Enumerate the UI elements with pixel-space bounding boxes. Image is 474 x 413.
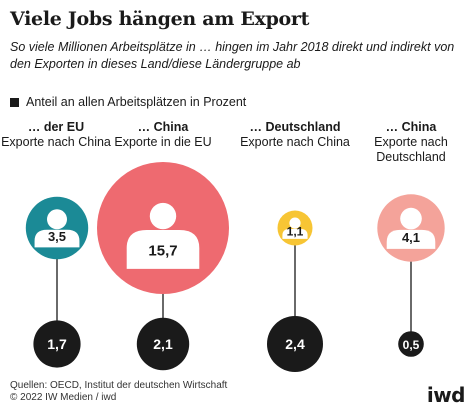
column-region-3: … Deutschland bbox=[249, 120, 341, 134]
share-label: 1,1 bbox=[287, 224, 304, 238]
jobs-label: 0,5 bbox=[403, 338, 420, 352]
column-desc-2: Exporte in die EU bbox=[114, 135, 212, 149]
person-body-icon bbox=[34, 229, 80, 248]
legend-swatch bbox=[10, 97, 19, 107]
jobs-bubble bbox=[398, 331, 424, 357]
jobs-bubble bbox=[267, 316, 323, 372]
person-body-icon bbox=[282, 228, 308, 239]
person-body-icon bbox=[386, 229, 436, 249]
chart-title: Viele Jobs hängen am Export bbox=[10, 8, 310, 30]
column-desc-1: Exporte nach China bbox=[1, 135, 111, 149]
column-header-1: … der EU Exporte nach China bbox=[0, 120, 114, 150]
share-label: 15,7 bbox=[148, 243, 177, 260]
column-header-2: … China Exporte in die EU bbox=[105, 120, 221, 150]
column-desc-4: Exporte nach Deutschland bbox=[374, 135, 448, 164]
person-body-icon bbox=[126, 229, 200, 269]
column-header-4: … China Exporte nach Deutschland bbox=[353, 120, 469, 165]
share-label: 4,1 bbox=[402, 230, 420, 245]
person-icon bbox=[149, 202, 177, 230]
column-region-1: … der EU bbox=[27, 120, 85, 134]
jobs-bubble bbox=[136, 317, 190, 371]
share-label: 3,5 bbox=[48, 229, 66, 244]
column-region-4: … China bbox=[385, 120, 437, 134]
legend-label: Anteil an allen Arbeitsplätzen in Prozen… bbox=[26, 95, 247, 109]
person-icon bbox=[47, 209, 67, 230]
chart-subtitle: So viele Millionen Arbeitsplätze in … hi… bbox=[10, 40, 455, 71]
person-icon bbox=[400, 207, 422, 230]
sources: Quellen: OECD, Institut der deutschen Wi… bbox=[10, 380, 227, 404]
person-icon bbox=[289, 217, 301, 229]
jobs-label: 1,7 bbox=[47, 336, 67, 352]
jobs-bubble bbox=[33, 320, 81, 368]
copyright-text: © 2022 IW Medien / iwd bbox=[10, 392, 117, 403]
column-desc-3: Exporte nach China bbox=[240, 135, 350, 149]
iwd-logo: iwd bbox=[426, 383, 466, 407]
jobs-label: 2,4 bbox=[285, 336, 305, 352]
jobs-label: 2,1 bbox=[153, 336, 173, 352]
column-region-2: … China bbox=[137, 120, 189, 134]
legend: Anteil an allen Arbeitsplätzen in Prozen… bbox=[10, 95, 246, 109]
sources-text: Quellen: OECD, Institut der deutschen Wi… bbox=[10, 380, 228, 391]
column-header-3: … Deutschland Exporte nach China bbox=[237, 120, 353, 150]
